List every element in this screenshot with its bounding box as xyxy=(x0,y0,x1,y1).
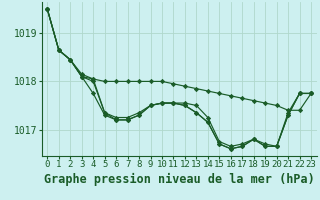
X-axis label: Graphe pression niveau de la mer (hPa): Graphe pression niveau de la mer (hPa) xyxy=(44,173,315,186)
